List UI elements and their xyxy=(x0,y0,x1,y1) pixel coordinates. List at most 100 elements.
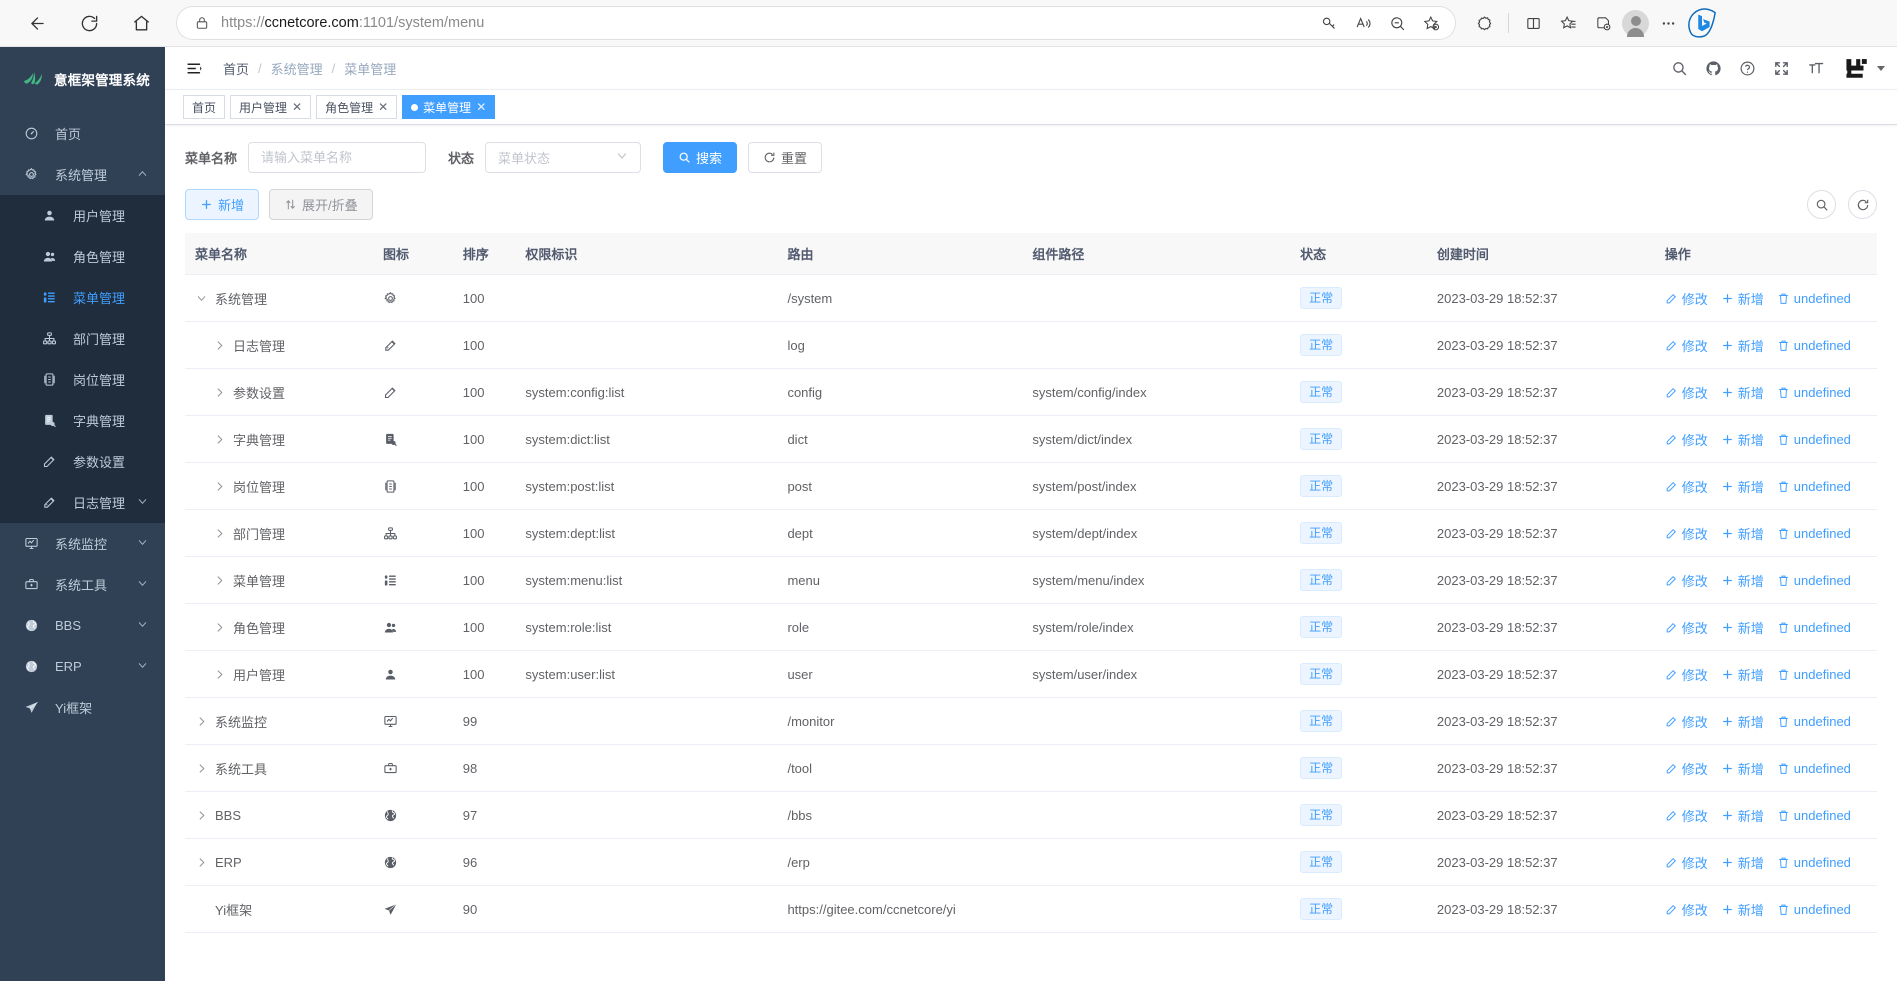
sidebar-item-5[interactable]: 部门管理 xyxy=(0,318,165,359)
expander-right-icon[interactable] xyxy=(213,387,226,398)
table-row[interactable]: 部门管理 100 system:dept:list dept system/dept/i… xyxy=(185,509,1877,557)
expander-right-icon[interactable] xyxy=(213,340,226,351)
edit-row-button[interactable]: 修改 xyxy=(1665,571,1708,590)
search-icon[interactable] xyxy=(1671,60,1688,77)
sidebar-item-7[interactable]: 字典管理 xyxy=(0,400,165,441)
table-row[interactable]: 菜单管理 100 system:menu:list menu system/menu/i… xyxy=(185,556,1877,604)
add-row-button[interactable]: 新增 xyxy=(1721,618,1764,637)
expand-collapse-button[interactable]: 展开/折叠 xyxy=(269,189,373,220)
edit-row-button[interactable]: 修改 xyxy=(1665,524,1708,543)
profile-icon[interactable] xyxy=(1622,9,1649,37)
refresh-icon[interactable] xyxy=(1848,190,1877,219)
add-row-button[interactable]: 新增 xyxy=(1721,806,1764,825)
edit-row-button[interactable]: 修改 xyxy=(1665,900,1708,919)
sidebar-item-4[interactable]: 菜单管理 xyxy=(0,277,165,318)
expander-right-icon[interactable] xyxy=(195,716,208,727)
table-row[interactable]: 用户管理 100 system:user:list user system/user/i… xyxy=(185,650,1877,698)
delete-row-button[interactable]: undefined xyxy=(1777,620,1851,635)
table-row[interactable]: 岗位管理 100 system:post:list post system/post/i… xyxy=(185,462,1877,510)
edit-row-button[interactable]: 修改 xyxy=(1665,477,1708,496)
expander-right-icon[interactable] xyxy=(213,434,226,445)
edit-row-button[interactable]: 修改 xyxy=(1665,618,1708,637)
add-row-button[interactable]: 新增 xyxy=(1721,900,1764,919)
expander-right-icon[interactable] xyxy=(195,763,208,774)
add-row-button[interactable]: 新增 xyxy=(1721,571,1764,590)
extensions-icon[interactable] xyxy=(1468,8,1500,38)
delete-row-button[interactable]: undefined xyxy=(1777,667,1851,682)
delete-row-button[interactable]: undefined xyxy=(1777,291,1851,306)
sidebar-item-13[interactable]: ERP xyxy=(0,646,165,687)
delete-row-button[interactable]: undefined xyxy=(1777,855,1851,870)
table-row[interactable]: 参数设置 100 system:config:list config system/co… xyxy=(185,368,1877,416)
delete-row-button[interactable]: undefined xyxy=(1777,761,1851,776)
delete-row-button[interactable]: undefined xyxy=(1777,573,1851,588)
add-row-button[interactable]: 新增 xyxy=(1721,430,1764,449)
sidebar-item-12[interactable]: BBS xyxy=(0,605,165,646)
table-row[interactable]: ERP 96/erp 正常 2023-03-29 18:52:37 修改 新增 undefi… xyxy=(185,838,1877,886)
expander-right-icon[interactable] xyxy=(213,669,226,680)
bing-copilot-icon[interactable] xyxy=(1687,8,1717,38)
status-select[interactable]: 菜单状态 xyxy=(485,142,642,173)
edit-row-button[interactable]: 修改 xyxy=(1665,289,1708,308)
table-row[interactable]: 系统监控 99/monitor 正常 2023-03-29 18:52:37 修改 新增 u… xyxy=(185,697,1877,745)
add-row-button[interactable]: 新增 xyxy=(1721,712,1764,731)
edit-row-button[interactable]: 修改 xyxy=(1665,383,1708,402)
delete-row-button[interactable]: undefined xyxy=(1777,714,1851,729)
back-button[interactable] xyxy=(16,6,58,40)
edit-row-button[interactable]: 修改 xyxy=(1665,336,1708,355)
add-row-button[interactable]: 新增 xyxy=(1721,336,1764,355)
delete-row-button[interactable]: undefined xyxy=(1777,808,1851,823)
home-button[interactable] xyxy=(120,6,162,40)
tag-item-2[interactable]: 角色管理 ✕ xyxy=(316,95,398,119)
zoom-out-icon[interactable] xyxy=(1381,8,1413,38)
sidebar-item-9[interactable]: 日志管理 xyxy=(0,482,165,523)
table-row[interactable]: 系统管理 100/system 正常 2023-03-29 18:52:37 修改 新增 u… xyxy=(185,274,1877,322)
delete-row-button[interactable]: undefined xyxy=(1777,479,1851,494)
expander-right-icon[interactable] xyxy=(213,528,226,539)
key-icon[interactable] xyxy=(1313,8,1345,38)
sidebar-logo[interactable]: 意框架管理系统 xyxy=(0,55,165,103)
sidebar-item-11[interactable]: 系统工具 xyxy=(0,564,165,605)
help-icon[interactable] xyxy=(1739,60,1756,77)
reset-button[interactable]: 重置 xyxy=(748,142,823,173)
collapse-menu-icon[interactable] xyxy=(175,60,213,77)
expander-right-icon[interactable] xyxy=(213,575,226,586)
edit-row-button[interactable]: 修改 xyxy=(1665,665,1708,684)
sidebar-item-6[interactable]: 岗位管理 xyxy=(0,359,165,400)
github-icon[interactable] xyxy=(1705,60,1722,77)
expander-down-icon[interactable] xyxy=(195,293,208,304)
tag-item-1[interactable]: 用户管理 ✕ xyxy=(230,95,312,119)
table-row[interactable]: BBS 97/bbs 正常 2023-03-29 18:52:37 修改 新增 undefi… xyxy=(185,791,1877,839)
read-aloud-icon[interactable] xyxy=(1347,8,1379,38)
add-row-button[interactable]: 新增 xyxy=(1721,477,1764,496)
sidebar-item-2[interactable]: 用户管理 xyxy=(0,195,165,236)
expander-right-icon[interactable] xyxy=(213,622,226,633)
breadcrumb-item-1[interactable]: 系统管理 xyxy=(270,61,323,77)
table-row[interactable]: 日志管理 100 log 正常 2023-03-29 18:52:37 修改 新增 undef… xyxy=(185,321,1877,369)
table-row[interactable]: 系统工具 98/tool 正常 2023-03-29 18:52:37 修改 新增 unde… xyxy=(185,744,1877,792)
expander-right-icon[interactable] xyxy=(213,481,226,492)
split-screen-icon[interactable] xyxy=(1517,8,1549,38)
delete-row-button[interactable]: undefined xyxy=(1777,526,1851,541)
table-row[interactable]: 字典管理 100 system:dict:list dict system/dict/i… xyxy=(185,415,1877,463)
edit-row-button[interactable]: 修改 xyxy=(1665,759,1708,778)
table-row[interactable]: Yi框架 90 https://gitee.com/ccnetcore/yi 正常 20… xyxy=(185,885,1877,933)
sidebar-item-1[interactable]: 系统管理 xyxy=(0,154,165,195)
add-row-button[interactable]: 新增 xyxy=(1721,289,1764,308)
edit-row-button[interactable]: 修改 xyxy=(1665,853,1708,872)
tag-item-0[interactable]: 首页 xyxy=(183,95,226,119)
add-row-button[interactable]: 新增 xyxy=(1721,759,1764,778)
user-menu[interactable] xyxy=(1844,55,1885,81)
table-row[interactable]: 角色管理 100 system:role:list role system/role/i… xyxy=(185,603,1877,651)
add-favorite-icon[interactable] xyxy=(1415,8,1447,38)
add-row-button[interactable]: 新增 xyxy=(1721,383,1764,402)
delete-row-button[interactable]: undefined xyxy=(1777,338,1851,353)
address-bar[interactable]: https://ccnetcore.com:1101/system/menu xyxy=(176,6,1456,40)
sidebar-item-14[interactable]: Yi框架 xyxy=(0,687,165,728)
expander-right-icon[interactable] xyxy=(195,810,208,821)
fullscreen-icon[interactable] xyxy=(1773,60,1790,77)
edit-row-button[interactable]: 修改 xyxy=(1665,712,1708,731)
delete-row-button[interactable]: undefined xyxy=(1777,902,1851,917)
close-icon[interactable]: ✕ xyxy=(292,100,303,114)
search-toggle-icon[interactable] xyxy=(1807,190,1836,219)
